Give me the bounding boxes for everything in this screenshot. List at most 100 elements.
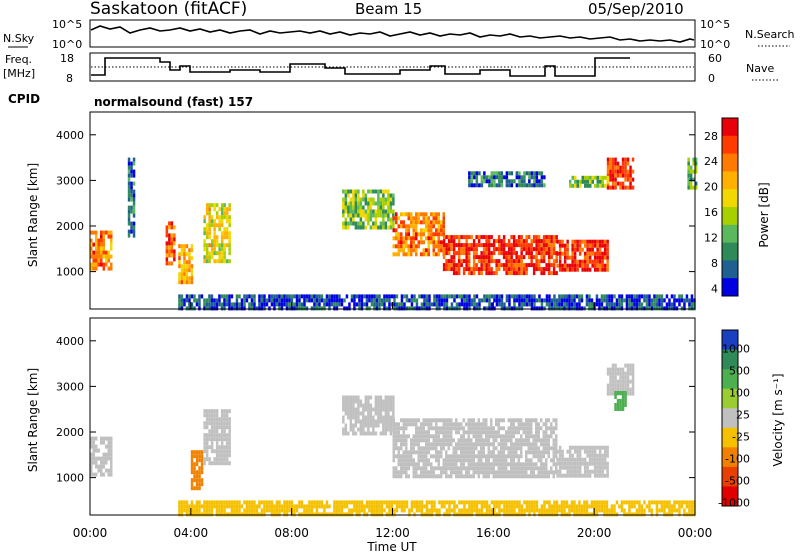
scatter-cell (540, 255, 543, 260)
scatter-cell (387, 411, 390, 416)
scatter-cell (105, 254, 108, 259)
scatter-cell (445, 512, 449, 517)
scatter-cell (435, 426, 438, 431)
scatter-cell (402, 462, 405, 467)
scatter-cell (492, 458, 495, 463)
scatter-cell (540, 450, 543, 455)
scatter-cell (335, 294, 339, 299)
scatter-cell (432, 418, 435, 423)
scatter-cell (437, 454, 440, 459)
scatter-cell (473, 302, 476, 307)
velocity-cbar-swatch (722, 349, 738, 370)
scatter-cell (687, 161, 690, 166)
scatter-cell (556, 449, 559, 454)
scatter-cell (92, 242, 95, 247)
scatter-cell (601, 255, 604, 260)
scatter-cell (410, 224, 413, 229)
scatter-cell (393, 512, 396, 517)
scatter-cell (400, 236, 403, 241)
scatter-cell (566, 243, 569, 248)
scatter-cell (193, 486, 196, 491)
scatter-cell (203, 441, 206, 446)
scatter-cell (537, 466, 540, 471)
scatter-cell (485, 438, 488, 443)
scatter-cell (198, 512, 201, 517)
scatter-cell (643, 508, 646, 513)
scatter-cell (422, 228, 425, 233)
scatter-cell (545, 442, 548, 447)
scatter-cell (497, 267, 501, 272)
scatter-cell (387, 209, 390, 214)
scatter-cell (530, 426, 533, 431)
scatter-cell (203, 512, 206, 517)
scatter-cell (437, 248, 440, 253)
scatter-cell (285, 306, 289, 311)
scatter-cell (580, 306, 584, 311)
scatter-cell (645, 294, 649, 299)
scatter-cell (548, 504, 551, 509)
scatter-cell (603, 247, 607, 252)
scatter-cell (525, 454, 528, 459)
scatter-cell (203, 247, 206, 252)
velocity-cbar-tick: -1000 (718, 497, 750, 510)
scatter-cell (357, 395, 360, 400)
scatter-cell (383, 508, 386, 513)
scatter-cell (593, 504, 596, 509)
scatter-cell (495, 470, 498, 475)
scatter-cell (417, 216, 420, 221)
scatter-cell (477, 418, 480, 423)
scatter-cell (253, 298, 256, 303)
scatter-cell (379, 205, 383, 210)
scatter-cell (535, 298, 539, 303)
scatter-cell (364, 225, 368, 230)
scatter-cell (425, 422, 428, 427)
scatter-cell (275, 500, 279, 505)
scatter-cell (165, 257, 169, 262)
scatter-cell (487, 458, 490, 463)
scatter-cell (547, 263, 551, 268)
scatter-cell (445, 251, 448, 256)
scatter-cell (497, 474, 500, 479)
scatter-cell (225, 500, 229, 505)
scatter-cell (107, 472, 110, 477)
scatter-cell (631, 157, 635, 162)
scatter-cell (537, 251, 541, 256)
scatter-cell (345, 294, 349, 299)
scatter-cell (355, 504, 359, 509)
scatter-cell (581, 457, 584, 462)
scatter-cell (215, 512, 219, 517)
scatter-cell (601, 267, 604, 272)
scatter-cell (601, 239, 604, 244)
scatter-cell (688, 500, 691, 505)
scatter-cell (621, 395, 625, 399)
scatter-cell (615, 500, 619, 505)
scatter-cell (95, 258, 98, 263)
scatter-cell (492, 247, 496, 252)
scatter-cell (92, 436, 95, 441)
scatter-cell (228, 449, 231, 454)
scatter-cell (560, 508, 564, 513)
scatter-cell (570, 302, 574, 307)
scatter-cell (380, 508, 384, 513)
scatter-cell (553, 294, 556, 299)
scatter-cell (180, 302, 184, 307)
scatter-cell (465, 263, 468, 268)
scatter-cell (225, 433, 229, 438)
scatter-cell (595, 302, 599, 307)
scatter-cell (383, 500, 386, 505)
scatter-cell (505, 243, 508, 248)
scatter-cell (525, 183, 529, 188)
scatter-cell (238, 302, 241, 307)
scatter-cell (472, 458, 475, 463)
scatter-cell (437, 212, 440, 217)
scatter-cell (537, 267, 541, 272)
scatter-cell (250, 504, 254, 509)
scatter-cell (342, 403, 345, 408)
scatter-cell (595, 512, 599, 517)
scatter-cell (215, 302, 219, 307)
power-cbar-swatch (722, 224, 738, 244)
scatter-cell (611, 185, 615, 190)
scatter-cell (233, 512, 236, 517)
scatter-cell (547, 251, 551, 256)
scatter-cell (372, 201, 375, 206)
